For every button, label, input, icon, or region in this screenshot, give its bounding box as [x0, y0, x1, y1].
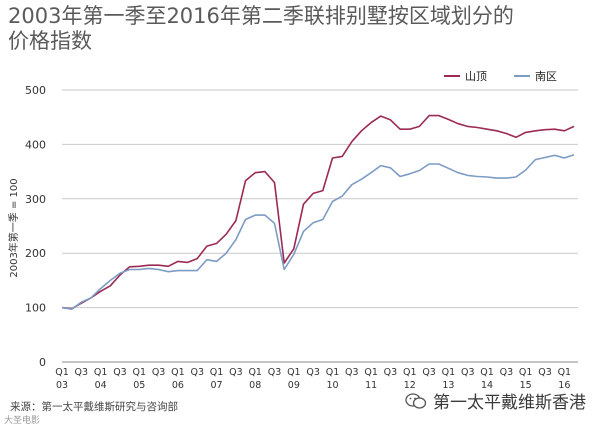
x-tick-quarter: Q3	[229, 367, 243, 378]
chart-title-line2: 价格指数	[8, 29, 92, 53]
x-tick-year: 05	[133, 380, 145, 391]
x-tick-quarter: Q3	[306, 367, 320, 378]
y-tick-label: 200	[25, 247, 46, 260]
x-tick-year: 11	[365, 380, 377, 391]
chart-title-line1: 2003年第一季至2016年第二季联排别墅按区域划分的	[8, 4, 514, 28]
watermark: 第一太平戴维斯香港	[405, 388, 586, 413]
x-tick-quarter: Q1	[210, 367, 224, 378]
legend: 山顶 南区	[444, 70, 557, 83]
x-tick-quarter: Q3	[345, 367, 359, 378]
corner-logo: 大圣电影	[4, 416, 41, 426]
series-line-1	[61, 153, 575, 311]
x-tick-quarter: Q3	[113, 367, 127, 378]
x-tick-quarter: Q3	[152, 367, 166, 378]
x-tick-year: 12	[404, 380, 416, 391]
x-tick-year: 16	[558, 380, 570, 391]
x-tick-quarter: Q1	[326, 367, 340, 378]
x-tick-quarter: Q3	[422, 367, 436, 378]
x-tick-quarter: Q1	[248, 367, 262, 378]
chart-title: 2003年第一季至2016年第二季联排别墅按区域划分的 价格指数	[8, 4, 598, 54]
x-tick-quarter: Q1	[287, 367, 301, 378]
source-note: 来源：第一太平戴维斯研究与咨询部	[10, 401, 178, 413]
x-tick-year: 10	[326, 380, 338, 391]
x-tick-quarter: Q3	[538, 367, 552, 378]
legend-label: 山顶	[465, 70, 487, 83]
x-tick-year: 04	[95, 380, 107, 391]
x-tick-quarter: Q3	[461, 367, 475, 378]
x-tick-quarter: Q1	[403, 367, 417, 378]
x-tick-year: 14	[481, 380, 493, 391]
y-axis-label: 2003年第一季 = 100	[7, 178, 20, 277]
x-tick-quarter: Q1	[519, 367, 533, 378]
x-tick-year: 08	[249, 380, 261, 391]
y-axis-ticks: 0 100 200 300 400 500	[25, 84, 46, 369]
series-lines	[61, 114, 575, 311]
series-line-0	[61, 114, 575, 310]
y-tick-label: 100	[25, 302, 46, 315]
watermark-text: 第一太平戴维斯香港	[433, 393, 586, 413]
x-tick-year: 09	[288, 380, 300, 391]
y-tick-label: 400	[25, 138, 46, 151]
x-axis-ticks: Q1 03 Q3 Q1 04 Q3 Q1 05 Q3 Q1 06 Q3 Q1 07 Q3 Q1 08 Q3 Q1 09…	[55, 367, 571, 391]
x-tick-quarter: Q1	[442, 367, 456, 378]
wechat-icon	[405, 392, 427, 409]
x-tick-quarter: Q1	[364, 367, 378, 378]
x-tick-quarter: Q1	[55, 367, 69, 378]
x-tick-quarter: Q3	[268, 367, 282, 378]
x-tick-year: 06	[172, 380, 184, 391]
y-tick-label: 500	[25, 84, 46, 97]
x-tick-quarter: Q1	[94, 367, 108, 378]
x-tick-year: 07	[211, 380, 223, 391]
legend-label: 南区	[535, 70, 557, 83]
y-tick-label: 300	[25, 193, 46, 206]
y-tick-label: 0	[39, 356, 46, 369]
x-tick-quarter: Q1	[133, 367, 147, 378]
x-tick-quarter: Q3	[384, 367, 398, 378]
x-tick-quarter: Q1	[171, 367, 185, 378]
gridlines	[62, 89, 578, 309]
x-tick-quarter: Q3	[75, 367, 89, 378]
x-tick-year: 03	[56, 380, 68, 391]
x-tick-quarter: Q3	[500, 367, 514, 378]
x-tick-quarter: Q1	[558, 367, 572, 378]
x-tick-quarter: Q3	[190, 367, 204, 378]
x-tick-year: 15	[520, 380, 532, 391]
x-tick-quarter: Q1	[480, 367, 494, 378]
x-tick-year: 13	[442, 380, 454, 391]
